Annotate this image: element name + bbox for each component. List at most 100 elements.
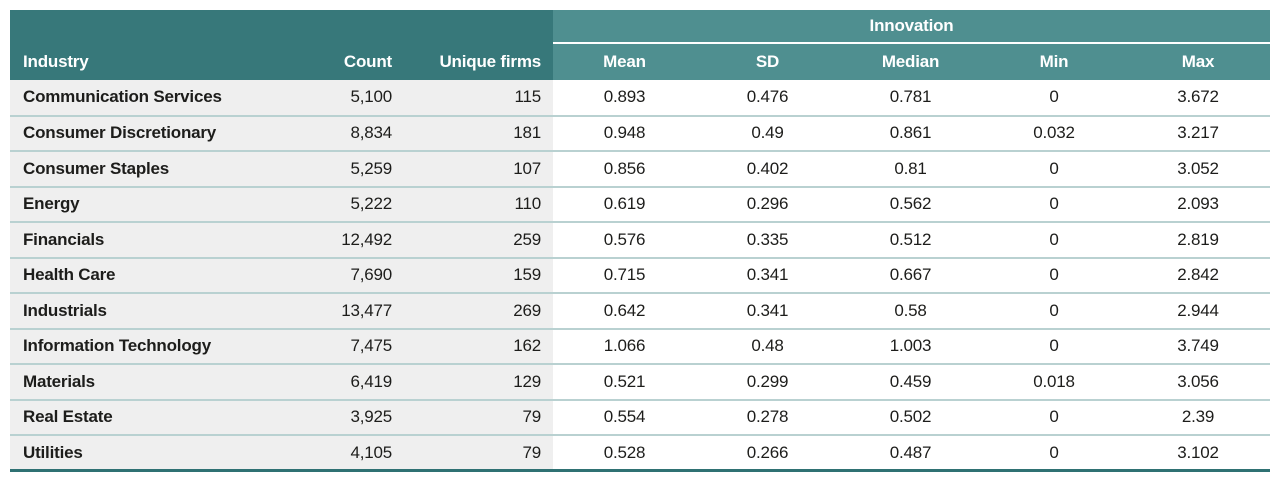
cell-industry: Industrials xyxy=(10,293,250,329)
cell-sd: 0.49 xyxy=(696,115,839,151)
cell-mean: 0.642 xyxy=(553,293,696,329)
cell-sd: 0.48 xyxy=(696,328,839,364)
cell-min: 0 xyxy=(982,328,1126,364)
column-header-count: Count xyxy=(250,43,400,80)
cell-unique-firms: 107 xyxy=(400,151,553,187)
cell-max: 3.056 xyxy=(1126,364,1271,400)
cell-median: 0.512 xyxy=(839,222,982,258)
column-header-median: Median xyxy=(839,43,982,80)
cell-median: 0.861 xyxy=(839,115,982,151)
industry-innovation-summary-table: Innovation Industry Count Unique firms M… xyxy=(10,10,1271,472)
cell-mean: 0.948 xyxy=(553,115,696,151)
table-row: Materials 6,419 129 0.521 0.299 0.459 0.… xyxy=(10,364,1271,400)
cell-sd: 0.278 xyxy=(696,399,839,435)
cell-unique-firms: 115 xyxy=(400,80,553,116)
cell-min: 0 xyxy=(982,293,1126,329)
cell-industry: Energy xyxy=(10,186,250,222)
cell-median: 0.58 xyxy=(839,293,982,329)
cell-count: 5,222 xyxy=(250,186,400,222)
table-row: Real Estate 3,925 79 0.554 0.278 0.502 0… xyxy=(10,399,1271,435)
cell-median: 0.781 xyxy=(839,80,982,116)
cell-min: 0.032 xyxy=(982,115,1126,151)
cell-unique-firms: 259 xyxy=(400,222,553,258)
cell-sd: 0.476 xyxy=(696,80,839,116)
cell-sd: 0.266 xyxy=(696,435,839,471)
column-header-unique-firms: Unique firms xyxy=(400,43,553,80)
table-row: Consumer Discretionary 8,834 181 0.948 0… xyxy=(10,115,1271,151)
table-row: Information Technology 7,475 162 1.066 0… xyxy=(10,328,1271,364)
cell-mean: 0.528 xyxy=(553,435,696,471)
header-corner-spacer xyxy=(10,10,553,43)
column-header-mean: Mean xyxy=(553,43,696,80)
cell-sd: 0.341 xyxy=(696,293,839,329)
cell-mean: 0.715 xyxy=(553,257,696,293)
group-header-row: Innovation xyxy=(10,10,1271,44)
cell-min: 0 xyxy=(982,399,1126,435)
cell-industry: Materials xyxy=(10,364,250,400)
table-row: Industrials 13,477 269 0.642 0.341 0.58 … xyxy=(10,293,1271,329)
cell-sd: 0.402 xyxy=(696,151,839,187)
cell-max: 2.842 xyxy=(1126,257,1271,293)
cell-count: 5,259 xyxy=(250,151,400,187)
cell-industry: Communication Services xyxy=(10,80,250,116)
cell-count: 4,105 xyxy=(250,435,400,471)
cell-mean: 0.619 xyxy=(553,186,696,222)
cell-mean: 0.856 xyxy=(553,151,696,187)
cell-count: 5,100 xyxy=(250,80,400,116)
cell-min: 0 xyxy=(982,222,1126,258)
cell-min: 0.018 xyxy=(982,364,1126,400)
table-row: Communication Services 5,100 115 0.893 0… xyxy=(10,80,1271,116)
column-header-industry: Industry xyxy=(10,43,250,80)
cell-median: 0.81 xyxy=(839,151,982,187)
cell-max: 3.102 xyxy=(1126,435,1271,471)
cell-median: 0.562 xyxy=(839,186,982,222)
cell-max: 3.217 xyxy=(1126,115,1271,151)
cell-max: 3.672 xyxy=(1126,80,1271,116)
cell-unique-firms: 110 xyxy=(400,186,553,222)
cell-count: 6,419 xyxy=(250,364,400,400)
cell-max: 3.052 xyxy=(1126,151,1271,187)
cell-sd: 0.335 xyxy=(696,222,839,258)
column-header-min: Min xyxy=(982,43,1126,80)
cell-sd: 0.296 xyxy=(696,186,839,222)
cell-max: 2.093 xyxy=(1126,186,1271,222)
cell-count: 3,925 xyxy=(250,399,400,435)
table-row: Energy 5,222 110 0.619 0.296 0.562 0 2.0… xyxy=(10,186,1271,222)
cell-unique-firms: 79 xyxy=(400,435,553,471)
column-header-max: Max xyxy=(1126,43,1271,80)
cell-max: 2.819 xyxy=(1126,222,1271,258)
cell-min: 0 xyxy=(982,257,1126,293)
table-row: Health Care 7,690 159 0.715 0.341 0.667 … xyxy=(10,257,1271,293)
cell-unique-firms: 79 xyxy=(400,399,553,435)
cell-sd: 0.299 xyxy=(696,364,839,400)
cell-mean: 0.554 xyxy=(553,399,696,435)
cell-unique-firms: 181 xyxy=(400,115,553,151)
cell-industry: Consumer Staples xyxy=(10,151,250,187)
cell-unique-firms: 159 xyxy=(400,257,553,293)
column-header-row: Industry Count Unique firms Mean SD Medi… xyxy=(10,43,1271,80)
cell-max: 3.749 xyxy=(1126,328,1271,364)
cell-mean: 0.521 xyxy=(553,364,696,400)
cell-min: 0 xyxy=(982,435,1126,471)
cell-count: 12,492 xyxy=(250,222,400,258)
cell-unique-firms: 269 xyxy=(400,293,553,329)
cell-unique-firms: 162 xyxy=(400,328,553,364)
cell-max: 2.944 xyxy=(1126,293,1271,329)
cell-industry: Consumer Discretionary xyxy=(10,115,250,151)
cell-mean: 1.066 xyxy=(553,328,696,364)
cell-sd: 0.341 xyxy=(696,257,839,293)
cell-median: 0.502 xyxy=(839,399,982,435)
cell-mean: 0.893 xyxy=(553,80,696,116)
cell-median: 0.667 xyxy=(839,257,982,293)
table-row: Consumer Staples 5,259 107 0.856 0.402 0… xyxy=(10,151,1271,187)
table-body: Communication Services 5,100 115 0.893 0… xyxy=(10,80,1271,471)
cell-count: 8,834 xyxy=(250,115,400,151)
column-header-sd: SD xyxy=(696,43,839,80)
cell-max: 2.39 xyxy=(1126,399,1271,435)
table-container: Innovation Industry Count Unique firms M… xyxy=(10,10,1271,472)
cell-min: 0 xyxy=(982,186,1126,222)
cell-median: 0.459 xyxy=(839,364,982,400)
cell-median: 0.487 xyxy=(839,435,982,471)
cell-industry: Financials xyxy=(10,222,250,258)
